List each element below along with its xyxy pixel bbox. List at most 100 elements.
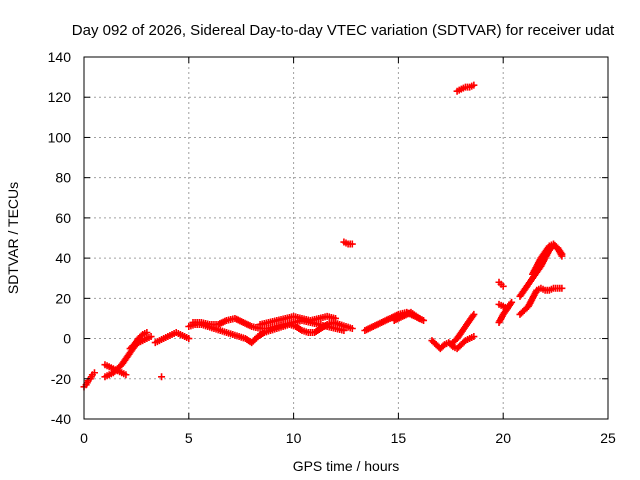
- data-point-fill: [334, 325, 346, 334]
- data-point-fill: [119, 356, 129, 367]
- data-point: [415, 314, 423, 322]
- x-axis-label: GPS time / hours: [293, 458, 400, 474]
- data-point: [122, 371, 130, 379]
- y-tick-label: -20: [51, 371, 71, 387]
- data-point-fill: [191, 318, 203, 326]
- data-point-fill: [212, 325, 222, 334]
- series-arc-9: [256, 312, 340, 328]
- data-point-fill: [538, 250, 548, 261]
- data-point-fill: [243, 336, 254, 346]
- data-point-fill: [517, 308, 527, 317]
- series-arc-4: [126, 329, 151, 353]
- data-point-fill: [325, 313, 337, 322]
- data-point-fill: [250, 323, 262, 332]
- data-point-fill: [551, 241, 560, 251]
- data-point: [332, 314, 340, 322]
- data-point-fill: [555, 246, 565, 258]
- data-point-fill: [241, 319, 254, 330]
- data-point: [158, 373, 166, 381]
- data-point-fill: [529, 288, 540, 301]
- x-tick-label: 15: [391, 430, 407, 446]
- data-point: [470, 81, 478, 89]
- data-point-fill: [317, 321, 329, 330]
- y-axis-label: SDTVAR / TECUs: [5, 182, 21, 294]
- data-point-fill: [283, 319, 296, 328]
- data-point: [470, 333, 478, 341]
- series-arc-6: [151, 329, 193, 347]
- data-point-fill: [275, 321, 287, 330]
- data-point: [90, 369, 98, 377]
- x-tick-label: 0: [80, 430, 88, 446]
- data-point-fill: [115, 362, 124, 371]
- data-point: [340, 327, 348, 335]
- data-point-fill: [450, 336, 460, 345]
- data-point: [503, 304, 511, 312]
- chart-title: Day 092 of 2026, Sidereal Day-to-day VTE…: [72, 22, 615, 39]
- data-points: [80, 81, 566, 391]
- y-tick-label: 140: [48, 49, 72, 65]
- data-point-fill: [256, 330, 267, 340]
- data-point-fill: [463, 318, 473, 329]
- data-point: [147, 333, 155, 341]
- data-point-fill: [534, 256, 544, 269]
- data-point-fill: [225, 329, 235, 338]
- data-point: [348, 325, 356, 332]
- data-point-fill: [363, 323, 376, 334]
- data-point-fill: [233, 315, 246, 326]
- y-tick-label: 20: [55, 290, 71, 306]
- data-point: [558, 284, 566, 292]
- x-tick-label: 5: [185, 430, 193, 446]
- plot-border: [83, 56, 609, 420]
- data-point-fill: [136, 332, 145, 341]
- data-point-fill: [325, 323, 337, 332]
- data-point-fill: [249, 334, 260, 345]
- data-point: [348, 240, 356, 248]
- data-point-fill: [293, 323, 304, 334]
- data-point: [185, 335, 193, 343]
- data-point-fill: [500, 306, 510, 317]
- data-point-fill: [308, 315, 321, 324]
- data-point-fill: [312, 326, 323, 336]
- data-point-fill: [459, 338, 468, 347]
- data-point-fill: [467, 312, 477, 323]
- data-point-fill: [542, 244, 552, 255]
- data-point-fill: [231, 331, 241, 340]
- data-point-fill: [525, 296, 536, 309]
- data-point-fill: [292, 313, 304, 322]
- data-point: [508, 298, 516, 306]
- data-point-fill: [123, 350, 133, 361]
- y-tick-label: 80: [55, 170, 71, 186]
- data-point-fill: [128, 342, 137, 351]
- data-point-fill: [300, 327, 310, 336]
- y-tick-label: 60: [55, 210, 71, 226]
- y-tick-label: 0: [63, 331, 71, 347]
- data-point-fill: [275, 315, 287, 324]
- series-arc-14: [449, 310, 478, 347]
- series-arc-1: [80, 369, 98, 391]
- data-point-fill: [446, 340, 455, 349]
- series-arc-13: [428, 333, 478, 353]
- data-point-fill: [267, 317, 279, 326]
- data-point-fill: [267, 323, 279, 332]
- series-arc-15: [453, 81, 478, 95]
- y-tick-label: 100: [48, 129, 72, 145]
- data-point-fill: [429, 338, 439, 347]
- grid: [84, 57, 608, 419]
- data-point-fill: [344, 323, 354, 332]
- data-point-fill: [292, 317, 304, 326]
- data-point-fill: [332, 319, 342, 328]
- data-point-fill: [388, 311, 401, 322]
- data-point-fill: [392, 313, 405, 324]
- data-point-fill: [317, 313, 329, 322]
- data-point-fill: [300, 315, 312, 324]
- data-point-fill: [438, 342, 447, 351]
- y-tick-label: 40: [55, 250, 71, 266]
- data-point-fill: [530, 270, 540, 281]
- data-point-fill: [379, 315, 392, 326]
- data-point: [143, 329, 151, 337]
- data-point-fill: [454, 342, 464, 351]
- data-point-fill: [534, 264, 544, 275]
- data-point-fill: [538, 256, 548, 269]
- series-arc-2: [101, 333, 155, 381]
- data-point-fill: [199, 319, 212, 328]
